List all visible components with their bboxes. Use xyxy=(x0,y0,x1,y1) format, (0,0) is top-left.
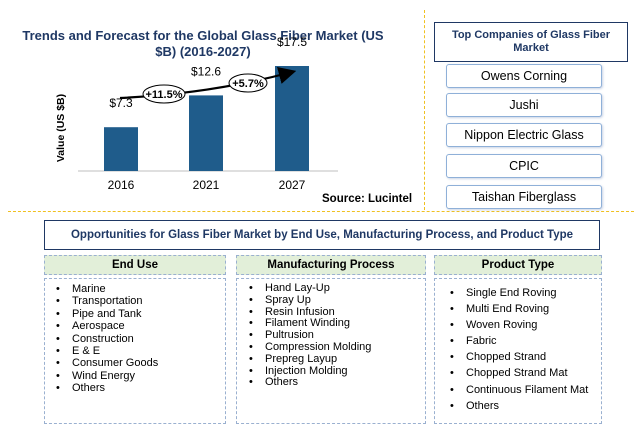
chart-title: Trends and Forecast for the Global Glass… xyxy=(22,28,384,59)
list-item: Others xyxy=(249,377,425,389)
list-item: Resin Infusion xyxy=(249,306,425,319)
list-item: Compression Molding xyxy=(249,341,425,354)
list-item: Aerospace xyxy=(56,320,225,333)
data-label-2027: $17.5 xyxy=(277,35,307,49)
product-type-list: Single End Roving Multi End Roving Woven… xyxy=(434,278,602,424)
company-taishan-fiberglass: Taishan Fiberglass xyxy=(446,185,602,209)
company-cpic: CPIC xyxy=(446,154,602,178)
x-tick-label-2027: 2027 xyxy=(279,178,306,192)
data-label-2021: $12.6 xyxy=(191,64,221,78)
list-item: Pipe and Tank xyxy=(56,308,225,321)
growth-trend-arrow xyxy=(119,66,297,100)
list-item: Construction xyxy=(56,333,225,346)
growth-annotation-2: +5.7% xyxy=(228,73,268,93)
list-item: Woven Roving xyxy=(450,317,601,333)
bar-2021 xyxy=(189,95,223,171)
list-item: Consumer Goods xyxy=(56,357,225,370)
list-item: Chopped Strand xyxy=(450,349,601,365)
company-jushi: Jushi xyxy=(446,93,602,117)
list-item: Others xyxy=(450,398,601,414)
list-item: Spray Up xyxy=(249,294,425,307)
horizontal-divider xyxy=(8,211,634,212)
manufacturing-process-header: Manufacturing Process xyxy=(236,255,426,275)
svg-text:+11.5%: +11.5% xyxy=(145,89,182,101)
company-nippon-electric-glass: Nippon Electric Glass xyxy=(446,123,602,147)
list-item: Pultrusion xyxy=(249,329,425,342)
product-type-header: Product Type xyxy=(434,255,602,275)
list-item: Wind Energy xyxy=(56,370,225,383)
bar-chart: Value (US $B) $7.3 2016 $12.6 2021 $17.5 2027… xyxy=(55,35,338,192)
list-item: Filament Winding xyxy=(249,318,425,330)
list-item: Fabric xyxy=(450,333,601,349)
list-item: Transportation xyxy=(56,295,225,308)
list-item: Multi End Roving xyxy=(450,301,601,317)
x-tick-label-2021: 2021 xyxy=(193,178,220,192)
end-use-list: Marine Transportation Pipe and Tank Aero… xyxy=(44,278,226,424)
opportunities-title: Opportunities for Glass Fiber Market by … xyxy=(44,220,600,250)
bar-2027 xyxy=(275,66,309,171)
vertical-divider xyxy=(424,10,425,210)
list-item: Prepreg Layup xyxy=(249,353,425,366)
y-axis-label: Value (US $B) xyxy=(55,94,67,162)
svg-text:+5.7%: +5.7% xyxy=(232,78,264,90)
list-item: Continuous Filament Mat xyxy=(450,382,601,398)
company-owens-corning: Owens Corning xyxy=(446,64,602,88)
list-item: Others xyxy=(56,382,225,395)
list-item: Hand Lay-Up xyxy=(249,282,425,295)
growth-annotation-1: +11.5% xyxy=(142,84,186,104)
list-item: Single End Roving xyxy=(450,285,601,301)
list-item: Marine xyxy=(56,283,225,296)
list-item: E & E xyxy=(56,345,225,358)
manufacturing-process-list: Hand Lay-Up Spray Up Resin Infusion Fila… xyxy=(236,278,426,424)
end-use-header: End Use xyxy=(44,255,226,275)
source-label: Source: Lucintel xyxy=(322,193,413,205)
bar-2016 xyxy=(104,127,138,171)
companies-title: Top Companies of Glass Fiber Market xyxy=(434,22,628,62)
data-label-2016: $7.3 xyxy=(109,96,133,110)
list-item: Chopped Strand Mat xyxy=(450,365,601,381)
x-tick-label-2016: 2016 xyxy=(108,178,135,192)
list-item: Injection Molding xyxy=(249,365,425,378)
